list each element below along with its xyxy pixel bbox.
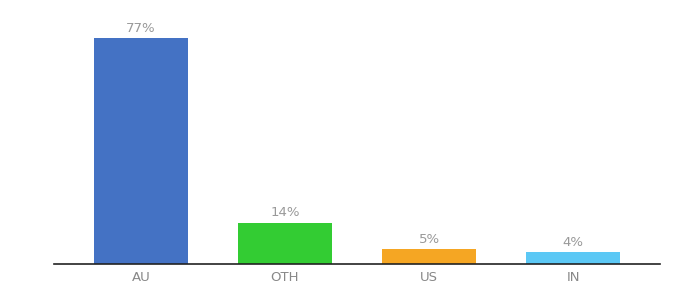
- Bar: [526, 252, 620, 264]
- Bar: [94, 38, 188, 264]
- Text: 77%: 77%: [126, 22, 156, 35]
- Text: 5%: 5%: [418, 233, 439, 246]
- Text: 14%: 14%: [270, 206, 300, 220]
- Bar: [238, 223, 332, 264]
- Text: 4%: 4%: [562, 236, 583, 249]
- Bar: [382, 249, 476, 264]
